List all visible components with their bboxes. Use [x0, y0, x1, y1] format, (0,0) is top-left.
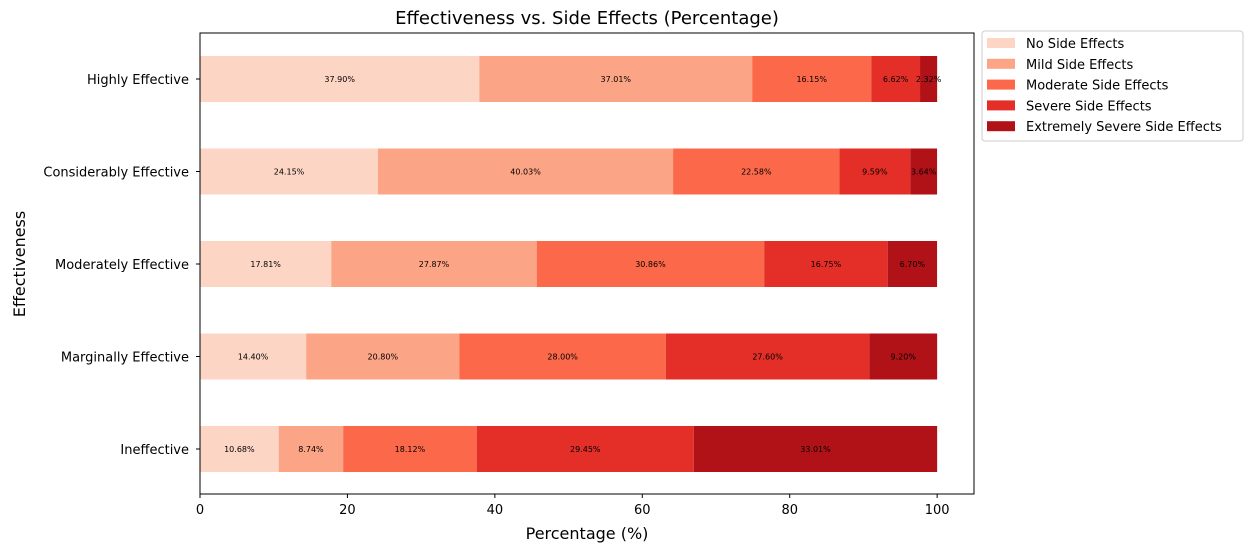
bar-data-label: 2.32%: [916, 75, 942, 84]
x-tick-label: 0: [196, 503, 204, 518]
x-tick-label: 100: [925, 503, 950, 518]
bars-group: 37.90% 37.01% 16.15% 6.62% 2.32% 24.15% 40.03%…: [200, 56, 942, 472]
bar-segment: [278, 426, 344, 472]
bar-data-label: 37.90%: [324, 75, 355, 84]
bar-segment: [887, 241, 938, 287]
y-tick-label: Considerably Effective: [43, 166, 189, 181]
bar-data-label: 9.20%: [891, 353, 917, 362]
x-axis-ticks: 0 20 40 60 80 100: [196, 494, 950, 518]
bar-data-label: 16.75%: [811, 260, 842, 269]
bar-segment: [665, 333, 870, 380]
bar-data-label: 33.01%: [800, 445, 831, 454]
bar-segment: [200, 241, 332, 287]
y-tick-label: Ineffective: [120, 443, 189, 458]
legend-entry-label: Severe Side Effects: [1026, 99, 1152, 114]
legend-entry-label: Moderate Side Effects: [1026, 79, 1169, 94]
legend-swatch: [987, 79, 1015, 90]
y-tick-label: Highly Effective: [87, 73, 189, 88]
bar-segment: [869, 333, 938, 380]
y-tick-label: Marginally Effective: [61, 351, 189, 366]
bar-data-label: 29.45%: [570, 445, 601, 454]
bar-data-label: 17.81%: [250, 260, 281, 269]
legend-swatch: [987, 38, 1015, 48]
bar-segment: [378, 148, 674, 195]
bar-data-label: 18.12%: [395, 445, 426, 454]
bar-segment: [693, 426, 938, 472]
bar-data-label: 37.01%: [601, 75, 632, 84]
x-axis-label: Percentage (%): [526, 524, 649, 543]
bar-segment: [200, 333, 307, 380]
bar-segment: [673, 148, 840, 195]
bar-segment: [536, 241, 765, 287]
bar-data-label: 28.00%: [547, 353, 578, 362]
x-tick-label: 40: [487, 503, 504, 518]
y-axis-ticks: Highly Effective Considerably Effective Mo…: [43, 73, 200, 458]
legend-frame: [981, 30, 1244, 142]
y-axis-label: Effectiveness: [10, 211, 29, 317]
legend-swatch: [987, 58, 1015, 69]
bar-segment: [752, 56, 872, 102]
bar-segment: [200, 426, 279, 472]
bar-data-label: 6.62%: [883, 75, 909, 84]
bar-segment: [331, 241, 537, 287]
bar-segment: [200, 56, 480, 102]
legend-entry-label: Mild Side Effects: [1026, 58, 1133, 73]
bar-segment: [871, 56, 921, 102]
legend-swatch: [987, 121, 1015, 132]
bar-segment: [476, 426, 694, 472]
bar-segment: [306, 333, 460, 380]
chart-title: Effectiveness vs. Side Effects (Percenta…: [395, 8, 779, 29]
bar-data-label: 40.03%: [510, 168, 541, 177]
bar-segment: [910, 148, 938, 195]
bar-data-label: 6.70%: [900, 260, 926, 269]
bar-segment: [343, 426, 477, 472]
legend: No Side Effects Mild Side Effects Moderate…: [981, 30, 1244, 142]
bar-data-label: 14.40%: [238, 353, 269, 362]
bar-data-label: 16.15%: [796, 75, 827, 84]
bar-segment: [839, 148, 911, 195]
legend-entry-label: Extremely Severe Side Effects: [1026, 120, 1222, 135]
bar-segment: [920, 56, 938, 102]
bar-data-label: 10.68%: [224, 445, 255, 454]
bar-data-label: 30.86%: [635, 260, 666, 269]
x-tick-label: 80: [781, 503, 798, 518]
bar-data-label: 27.60%: [752, 353, 783, 362]
bar-segment: [200, 148, 379, 195]
bar-data-label: 3.64%: [911, 168, 937, 177]
y-tick-label: Moderately Effective: [55, 258, 189, 273]
bar-data-label: 8.74%: [298, 445, 324, 454]
bar-data-label: 22.58%: [741, 168, 772, 177]
bar-segment: [459, 333, 666, 380]
bar-segment: [764, 241, 888, 287]
legend-entry-label: No Side Effects: [1026, 37, 1124, 52]
bar-data-label: 9.59%: [862, 168, 888, 177]
legend-swatch: [987, 100, 1015, 111]
bar-data-label: 20.80%: [368, 353, 399, 362]
bar-data-label: 27.87%: [419, 260, 450, 269]
plot-frame: [199, 32, 975, 495]
x-tick-label: 60: [634, 503, 651, 518]
x-tick-label: 20: [339, 503, 356, 518]
bar-segment: [479, 56, 753, 102]
bar-data-label: 24.15%: [274, 168, 305, 177]
